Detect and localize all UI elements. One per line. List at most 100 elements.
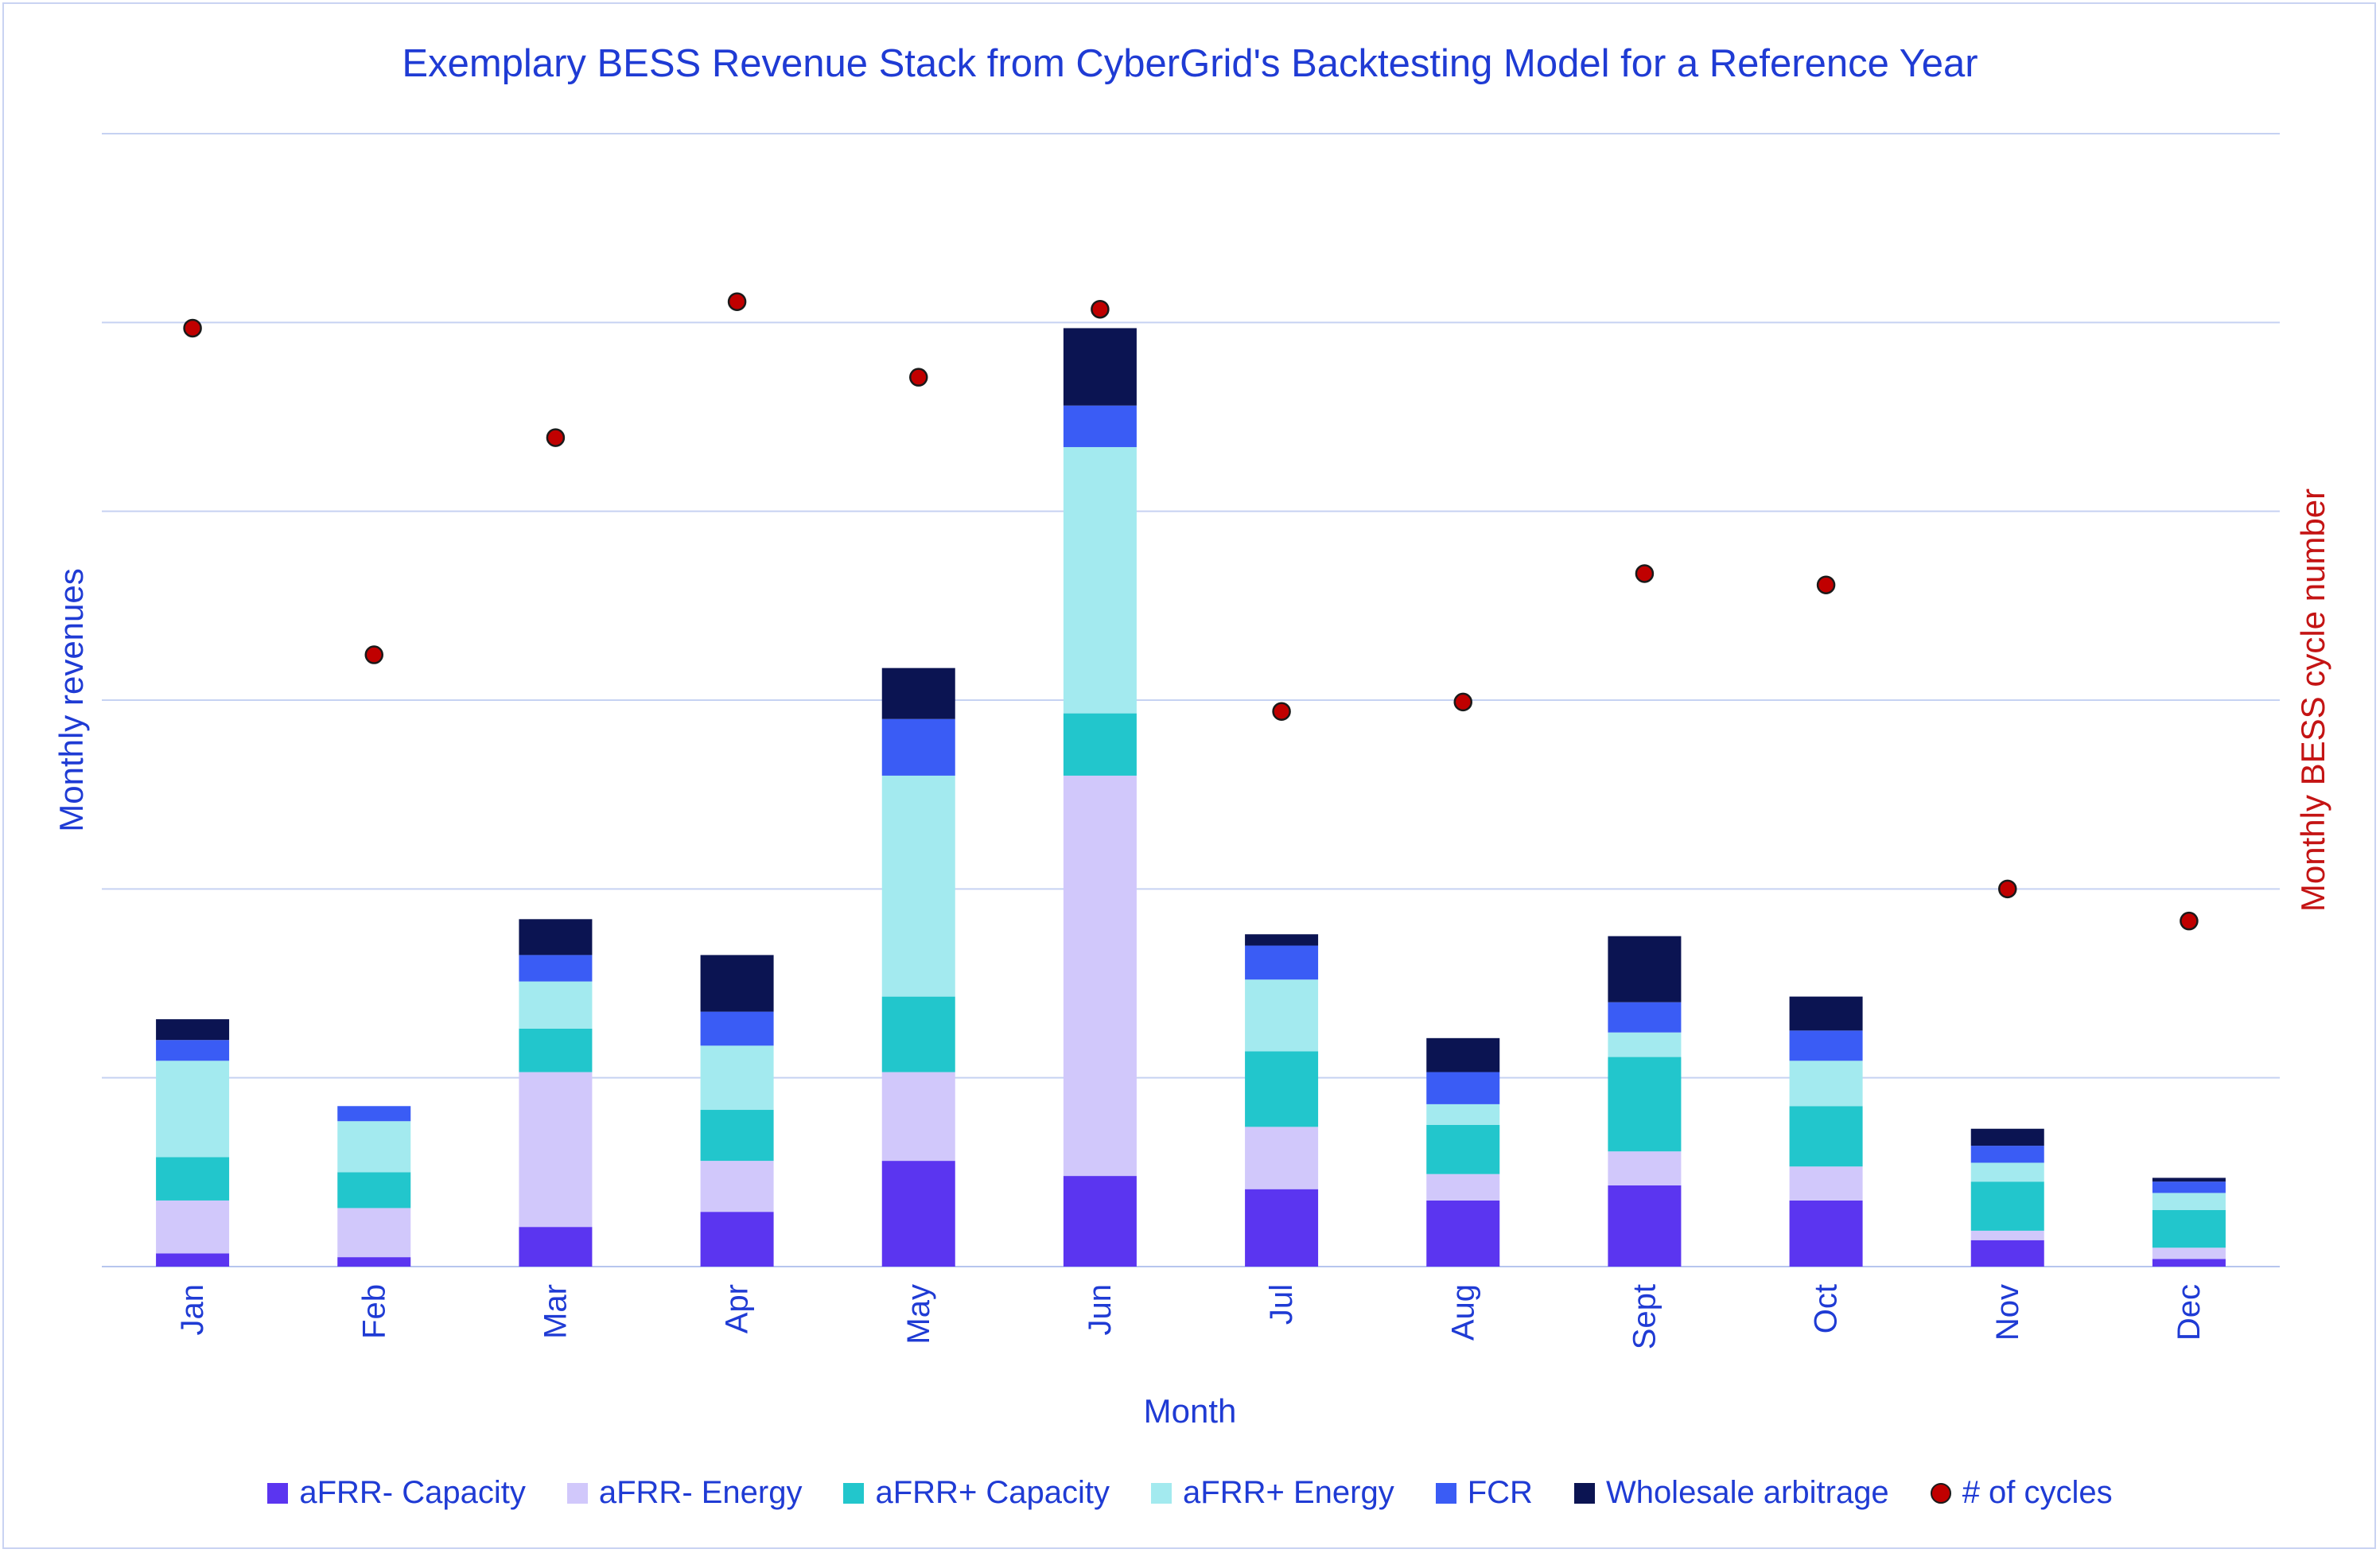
- bar-segment: [1608, 1057, 1682, 1152]
- legend: aFRR- Capacity aFRR- Energy aFRR+ Capaci…: [0, 1475, 2380, 1511]
- bar-segment: [1063, 405, 1137, 447]
- bar-segment: [881, 668, 955, 719]
- bar-segment: [1970, 1181, 2044, 1231]
- bar-segment: [519, 1028, 593, 1072]
- bar-segment: [1426, 1174, 1500, 1201]
- bar-segment: [1245, 1189, 1319, 1267]
- bar-segment: [2152, 1209, 2226, 1248]
- bar-segment: [156, 1253, 230, 1267]
- legend-swatch: [1151, 1482, 1172, 1504]
- bar-segment: [337, 1172, 411, 1209]
- bar-segment: [1970, 1146, 2044, 1163]
- bar-segment: [1426, 1103, 1500, 1125]
- bar-segment: [156, 1157, 230, 1201]
- bar-segment: [1789, 996, 1863, 1031]
- cycle-point: [1272, 702, 1291, 721]
- chart-title: Exemplary BESS Revenue Stack from CyberG…: [402, 42, 1978, 85]
- cycle-point: [1998, 879, 2017, 899]
- legend-item-cycles[interactable]: # of cycles: [1930, 1475, 2113, 1511]
- legend-swatch: [1573, 1482, 1595, 1504]
- bar-segment: [1063, 713, 1137, 776]
- bar-segment: [1426, 1125, 1500, 1174]
- legend-item-wholesale-arbitrage[interactable]: Wholesale arbitrage: [1573, 1475, 1889, 1511]
- bar-segment: [1426, 1200, 1500, 1267]
- bar-segment: [337, 1208, 411, 1258]
- legend-label: FCR: [1467, 1475, 1533, 1510]
- legend-marker: [1930, 1482, 1951, 1504]
- bar-segment: [1063, 446, 1137, 714]
- bar-segment: [1789, 1030, 1863, 1061]
- x-tick-label: Feb: [356, 1284, 391, 1339]
- bar-segment: [337, 1106, 411, 1122]
- bars: [156, 328, 2226, 1267]
- legend-swatch: [1435, 1482, 1456, 1504]
- x-tick-label: Oct: [1809, 1284, 1844, 1333]
- x-tick-label: Nov: [1990, 1284, 2025, 1341]
- bar-segment: [1970, 1128, 2044, 1146]
- bar-segment: [1245, 979, 1319, 1052]
- cycle-point: [1453, 692, 1472, 712]
- legend-label: aFRR- Capacity: [299, 1475, 526, 1510]
- x-tick-label: Apr: [720, 1284, 755, 1333]
- x-tick-label: Dec: [2172, 1284, 2207, 1341]
- cycle-point: [183, 318, 202, 338]
- bar-segment: [1970, 1162, 2044, 1182]
- bar-segment: [1426, 1037, 1500, 1072]
- bar-segment: [1245, 934, 1319, 946]
- x-tick-label: Mar: [538, 1284, 573, 1339]
- y-axis-title-left: Monthly revenues: [52, 568, 90, 832]
- cycle-points: [183, 292, 2199, 931]
- legend-swatch: [566, 1482, 588, 1504]
- bar-segment: [156, 1200, 230, 1254]
- bar-segment: [519, 919, 593, 956]
- legend-item-afrr-minus-energy[interactable]: aFRR- Energy: [566, 1475, 802, 1511]
- bar-segment: [1789, 1061, 1863, 1107]
- bar-segment: [1970, 1230, 2044, 1240]
- legend-item-afrr-minus-capacity[interactable]: aFRR- Capacity: [267, 1475, 526, 1511]
- cycle-point: [1635, 564, 1655, 583]
- bar-segment: [1608, 1185, 1682, 1267]
- bar-segment: [519, 1072, 593, 1228]
- legend-item-afrr-plus-capacity[interactable]: aFRR+ Capacity: [843, 1475, 1110, 1511]
- bar-segment: [881, 1161, 955, 1267]
- bar-segment: [1789, 1106, 1863, 1167]
- bar-segment: [700, 955, 774, 1012]
- bar-segment: [2152, 1247, 2226, 1259]
- x-tick-label: Sept: [1627, 1284, 1662, 1349]
- bar-segment: [156, 1040, 230, 1061]
- legend-label: aFRR+ Capacity: [875, 1475, 1110, 1510]
- legend-swatch: [843, 1482, 865, 1504]
- bar-segment: [156, 1061, 230, 1158]
- legend-label: Wholesale arbitrage: [1605, 1475, 1889, 1510]
- legend-item-fcr[interactable]: FCR: [1435, 1475, 1533, 1511]
- x-tick-label: Aug: [1445, 1284, 1480, 1341]
- bar-segment: [700, 1161, 774, 1212]
- bar-segment: [700, 1045, 774, 1111]
- bar-segment: [337, 1257, 411, 1267]
- x-tick-label: Jun: [1083, 1284, 1118, 1336]
- bar-segment: [1245, 945, 1319, 980]
- bar-segment: [881, 718, 955, 776]
- bar-segment: [1608, 1032, 1682, 1057]
- legend-label: # of cycles: [1962, 1475, 2113, 1510]
- bar-segment: [700, 1110, 774, 1162]
- bar-segment: [156, 1019, 230, 1041]
- x-tick-label: Jan: [175, 1284, 210, 1336]
- x-axis-title: Month: [1143, 1392, 1237, 1430]
- cycle-point: [1816, 575, 1836, 594]
- bar-segment: [1063, 1176, 1137, 1267]
- legend-item-afrr-plus-energy[interactable]: aFRR+ Energy: [1151, 1475, 1394, 1511]
- bar-segment: [2152, 1177, 2226, 1182]
- bar-segment: [337, 1121, 411, 1173]
- bar-segment: [1063, 328, 1137, 406]
- bar-segment: [1789, 1166, 1863, 1201]
- cycle-point: [364, 645, 383, 664]
- x-tick-label: Jul: [1264, 1284, 1299, 1325]
- bar-segment: [519, 1227, 593, 1267]
- y-axis-title-right: Monthly BESS cycle number: [2294, 488, 2331, 913]
- bar-segment: [1245, 1127, 1319, 1189]
- bar-segment: [700, 1011, 774, 1046]
- cycle-point: [546, 428, 566, 447]
- bar-segment: [881, 775, 955, 997]
